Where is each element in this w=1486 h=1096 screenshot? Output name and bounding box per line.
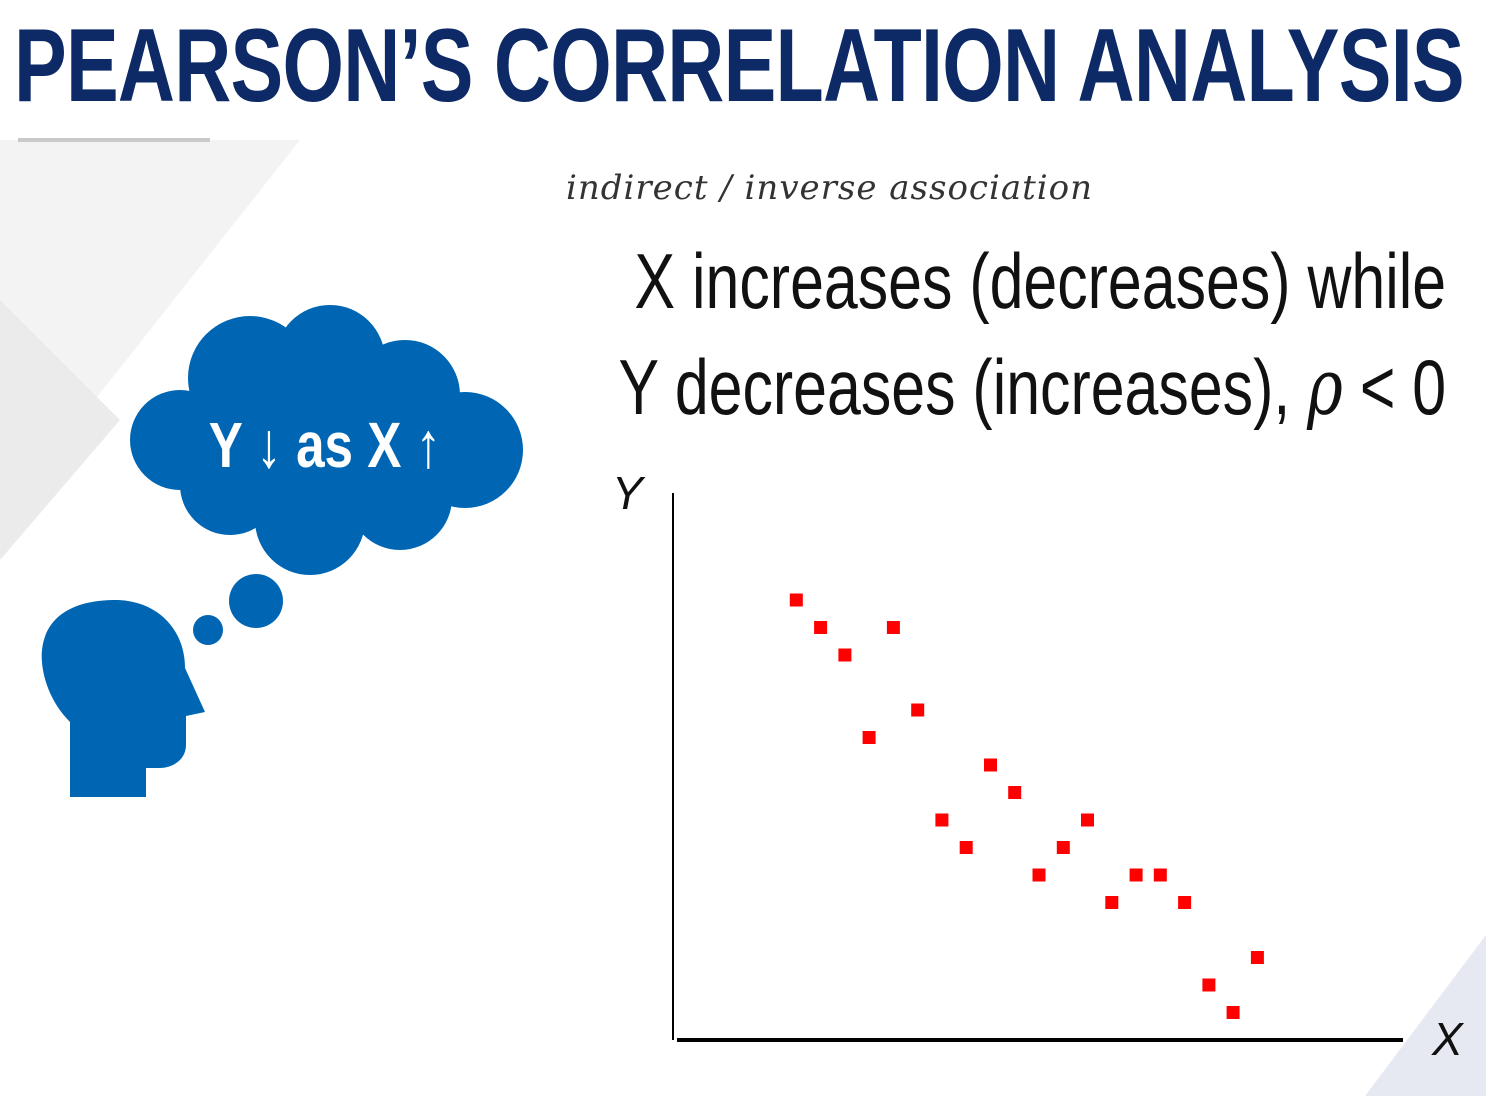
page-title: PEARSON’S CORRELATION ANALYSIS xyxy=(14,8,1465,124)
scatter-point-1 xyxy=(789,593,803,607)
scatter-point-15 xyxy=(1129,868,1143,882)
scatter-point-6 xyxy=(911,703,925,717)
scatter-point-12 xyxy=(1056,841,1070,854)
statement-line-2-suffix: < 0 xyxy=(1342,343,1446,431)
thought-bubble-text: Y ↓ as X ↑ xyxy=(208,409,442,481)
scatter-point-14 xyxy=(1105,896,1119,909)
scatter-point-20 xyxy=(1250,951,1264,964)
y-axis-label: Y xyxy=(612,467,643,519)
scatter-points xyxy=(789,593,1264,1019)
title-underline xyxy=(18,138,210,142)
scatter-point-4 xyxy=(862,731,876,744)
rho-symbol: ρ xyxy=(1307,343,1343,433)
head-silhouette-icon xyxy=(41,600,205,797)
scatter-point-13 xyxy=(1081,813,1094,827)
scatter-point-2 xyxy=(814,621,828,634)
statement-line-2: Y decreases (increases), ρ < 0 xyxy=(618,334,1446,441)
scatter-point-10 xyxy=(1008,786,1022,799)
scatter-point-5 xyxy=(886,621,900,634)
handwritten-note: indirect / inverse association xyxy=(566,168,1094,208)
correlation-statement: X increases (decreases) while Y decrease… xyxy=(618,228,1446,441)
scatter-point-18 xyxy=(1202,978,1216,992)
scatter-point-3 xyxy=(838,648,852,662)
scatter-point-7 xyxy=(935,813,949,827)
thought-bubble-icon xyxy=(130,305,523,645)
x-axis-label: X xyxy=(1432,1013,1463,1065)
scatter-point-19 xyxy=(1226,1006,1240,1019)
scatter-point-8 xyxy=(959,841,973,854)
scatter-point-9 xyxy=(984,758,997,772)
statement-line-1: X increases (decreases) while xyxy=(634,237,1446,325)
scatter-point-16 xyxy=(1153,868,1167,882)
statement-line-2-prefix: Y decreases (increases), xyxy=(618,343,1308,431)
scatter-point-11 xyxy=(1032,868,1046,882)
scatter-point-17 xyxy=(1178,896,1192,909)
